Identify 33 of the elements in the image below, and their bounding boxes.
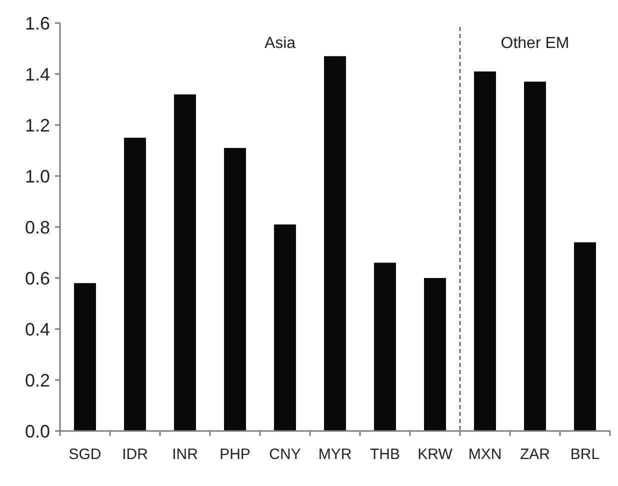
y-tick-label: 1.0: [24, 166, 50, 186]
x-tick-label: ZAR: [520, 446, 550, 463]
y-tick-label: 0.8: [24, 217, 50, 238]
bar: [524, 82, 546, 431]
x-tick-label: THB: [370, 446, 400, 463]
bar: [574, 242, 596, 431]
bar: [324, 56, 346, 431]
x-tick-label: PHP: [220, 446, 250, 463]
bar: [374, 262, 396, 431]
y-tick-label: 1.4: [24, 64, 50, 84]
annotation: Asia: [264, 35, 296, 52]
y-tick-label: 0.0: [24, 421, 50, 442]
bar: [474, 71, 496, 431]
y-tick-label: 1.2: [24, 115, 50, 136]
x-tick-label: BRL: [570, 446, 600, 463]
x-tick-label: MYR: [318, 446, 352, 463]
x-tick-label: MXN: [468, 446, 502, 463]
y-tick-label: 1.6: [24, 13, 50, 34]
x-tick-label: CNY: [269, 446, 301, 463]
x-tick-label: IDR: [122, 446, 148, 463]
x-tick-label: SGD: [68, 446, 102, 463]
annotation: Other EM: [500, 35, 570, 52]
bar: [224, 148, 246, 431]
y-tick-label: 0.2: [24, 370, 50, 390]
x-tick-label: KRW: [418, 446, 454, 463]
x-tick-label: INR: [172, 446, 198, 463]
bar: [424, 278, 446, 431]
bar: [74, 283, 96, 431]
bar: [124, 138, 146, 431]
y-tick-label: 0.6: [24, 268, 50, 288]
bar: [174, 94, 196, 431]
y-tick-label: 0.4: [24, 319, 50, 340]
bar: [274, 224, 296, 431]
